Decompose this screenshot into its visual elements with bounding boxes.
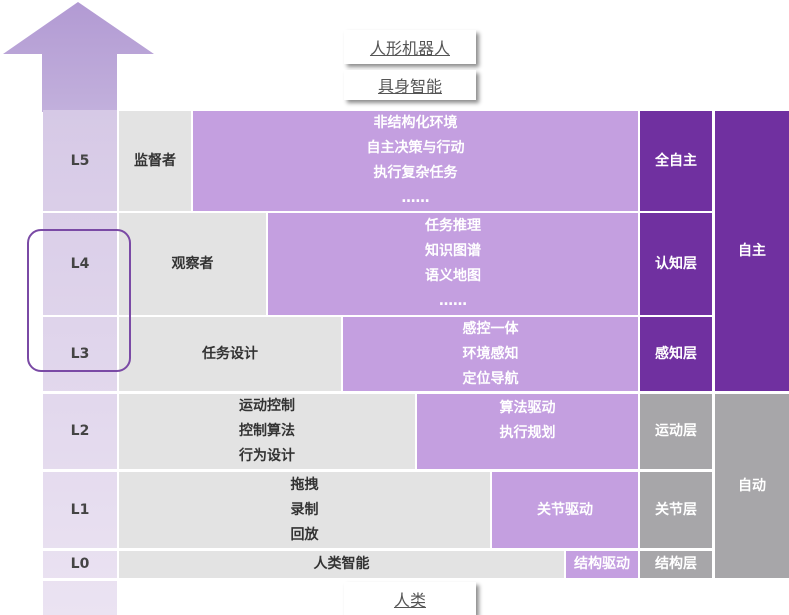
L2-layer: 运动层 <box>640 394 712 469</box>
task: 算法驱动 <box>499 400 556 416</box>
level-L3: L3 <box>70 345 90 362</box>
highlight-outline <box>27 229 131 372</box>
up-arrow-icon <box>3 2 154 112</box>
L5-tasks: 非结构化环境 自主决策与行动 执行复杂任务 …… <box>193 111 638 211</box>
level-L2: L2 <box>70 423 90 439</box>
row-divider <box>43 211 117 213</box>
level-L1: L1 <box>70 501 90 518</box>
row-divider <box>43 315 117 317</box>
level-L5: L5 <box>70 152 90 169</box>
L4-tasks: 任务推理知识图谱语义地图 …… <box>268 213 638 315</box>
row-divider <box>43 548 117 551</box>
L2-tasks: 算法驱动 执行规划 <box>417 394 638 469</box>
role-item: 控制算法 <box>239 423 295 439</box>
L5-layer: 全自主 <box>640 111 712 211</box>
L1-tasks: 关节驱动 <box>492 472 638 548</box>
row-divider <box>43 469 117 472</box>
task: 非结构化环境 <box>373 115 458 131</box>
L3-role: 任务设计 <box>119 317 341 391</box>
level-L0: L0 <box>70 556 90 572</box>
humanoid-robot-label: 人形机器人 <box>344 30 476 64</box>
role-item: 录制 <box>290 501 319 518</box>
group-autonomous: 自主 <box>715 111 789 391</box>
task: 执行复杂任务 <box>373 165 458 181</box>
level-column-bg <box>43 110 117 615</box>
role-item: 拖拽 <box>290 476 319 493</box>
L3-layer: 感知层 <box>640 317 712 391</box>
role-item: 行为设计 <box>239 448 295 464</box>
task: 自主决策与行动 <box>366 140 465 156</box>
L0-tasks: 结构驱动 <box>566 551 638 578</box>
role-item: 运动控制 <box>239 398 295 414</box>
task: 感控一体 <box>462 320 519 337</box>
L0-layer: 结构层 <box>640 551 712 578</box>
task: 环境感知 <box>462 345 519 362</box>
task: …… <box>401 190 430 206</box>
human-label: 人类 <box>344 582 476 615</box>
group-automatic: 自动 <box>715 394 789 578</box>
L1-role: 拖拽 录制 回放 <box>119 472 490 548</box>
L4-role: 观察者 <box>119 213 266 315</box>
task: 知识图谱 <box>425 243 481 259</box>
task: 关节驱动 <box>537 501 593 518</box>
task: 结构驱动 <box>574 556 630 572</box>
task: …… <box>439 293 467 309</box>
L5-role: 监督者 <box>119 111 191 211</box>
L4-layer: 认知层 <box>640 213 712 315</box>
level-L4: L4 <box>70 255 90 272</box>
role-item: 回放 <box>290 526 319 543</box>
L2-role: 运动控制控制算法行为设计 <box>119 394 415 469</box>
task: 定位导航 <box>462 370 519 387</box>
L0-role: 人类智能 <box>119 551 564 578</box>
task: 执行规划 <box>499 425 556 441</box>
L1-layer: 关节层 <box>640 472 712 548</box>
task: 语义地图 <box>425 268 481 284</box>
L3-tasks: 感控一体环境感知定位导航 <box>343 317 638 391</box>
row-divider <box>43 391 117 394</box>
embodied-ai-label: 具身智能 <box>344 70 476 100</box>
task: 任务推理 <box>425 218 481 234</box>
row-divider <box>43 578 117 581</box>
